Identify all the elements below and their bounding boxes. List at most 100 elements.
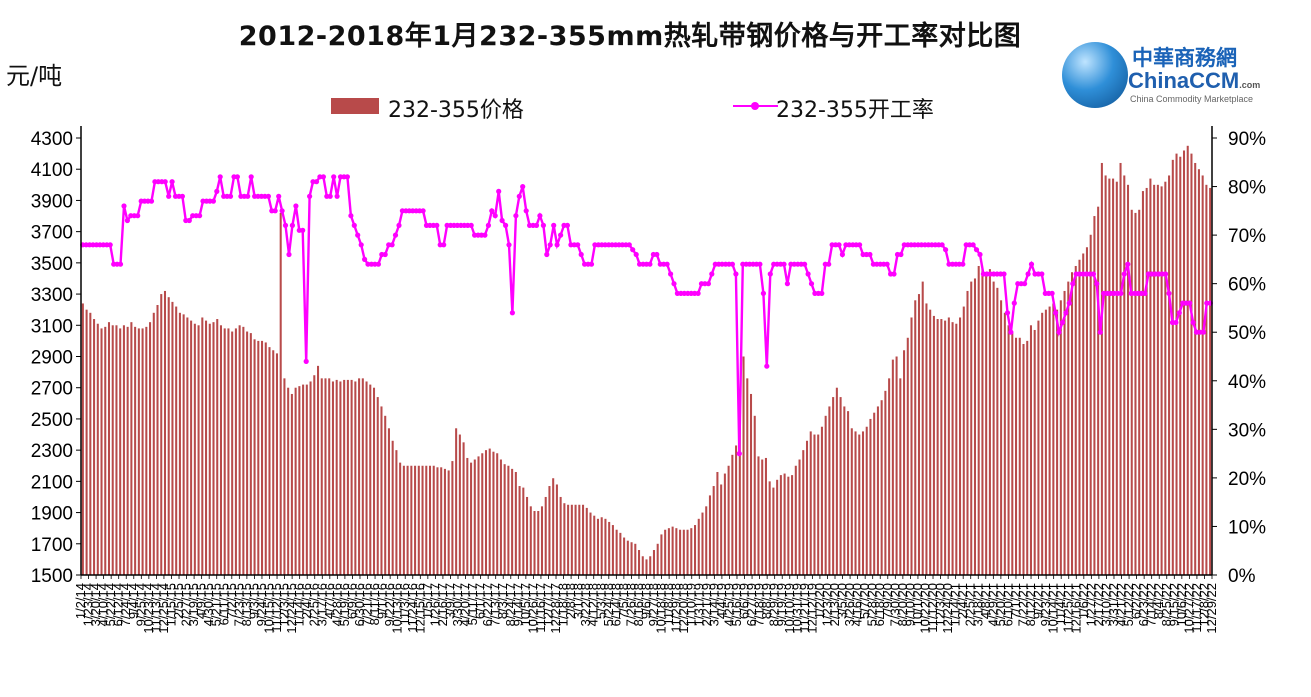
utilization-point xyxy=(344,174,350,180)
price-bar xyxy=(481,453,484,575)
price-bar xyxy=(1153,184,1156,575)
price-bar xyxy=(649,556,652,575)
price-bar xyxy=(111,325,114,575)
price-bar xyxy=(152,312,155,575)
right-tick-label: 60% xyxy=(1228,275,1266,296)
x-tick-label: 1/31/19 xyxy=(691,583,706,626)
utilization-point xyxy=(162,179,168,185)
price-bar xyxy=(1104,175,1107,575)
utilization-point xyxy=(485,222,491,228)
utilization-point xyxy=(1022,281,1028,287)
x-tick-label: 1/5/17 xyxy=(420,583,435,619)
utilization-point xyxy=(540,222,547,228)
price-bar xyxy=(847,411,850,576)
x-tick-label: 9/23/21 xyxy=(1038,583,1053,626)
x-tick-label: 12/7/17 xyxy=(541,583,556,626)
price-bar xyxy=(1194,162,1197,575)
x-tick-label: 10/27/22 xyxy=(1181,583,1196,634)
x-tick-label: 10/13/16 xyxy=(390,583,405,634)
price-bar xyxy=(503,464,506,575)
x-tick-label: 3/30/17 xyxy=(450,583,465,626)
price-bar xyxy=(940,319,943,575)
utilization-point xyxy=(1190,319,1196,326)
price-bar xyxy=(1179,156,1182,576)
utilization-point xyxy=(286,251,292,258)
price-bar xyxy=(906,337,909,575)
x-tick-label: 7/21/16 xyxy=(360,583,375,626)
x-tick-label: 6/22/17 xyxy=(480,583,495,626)
utilization-point xyxy=(1063,310,1069,316)
x-tick-label: 7/5/18 xyxy=(616,583,631,619)
utilization-point xyxy=(630,247,636,253)
price-bar xyxy=(343,379,346,575)
price-bar xyxy=(361,378,364,575)
price-bar xyxy=(223,328,226,575)
x-tick-label: 10/22/20 xyxy=(918,583,933,634)
x-tick-label: 7/24/14 xyxy=(118,583,133,626)
left-tick-label: 1700 xyxy=(31,535,73,556)
utilization-point xyxy=(654,251,660,258)
price-bar xyxy=(888,378,891,575)
price-bar xyxy=(242,326,245,575)
price-bar xyxy=(346,379,349,575)
price-bar xyxy=(1097,206,1100,576)
price-bar xyxy=(947,317,950,575)
price-bar xyxy=(1197,169,1200,575)
utilization-point xyxy=(279,208,285,214)
price-bar xyxy=(257,340,260,575)
price-bar xyxy=(115,325,118,575)
price-bar xyxy=(432,465,435,575)
price-bar xyxy=(944,320,947,575)
price-bar xyxy=(761,459,764,575)
x-tick-label: 6/1/17 xyxy=(473,583,488,619)
price-bar xyxy=(234,328,237,575)
utilization-point xyxy=(300,227,306,233)
x-tick-label: 9/15/22 xyxy=(1166,583,1181,626)
left-tick-label: 2900 xyxy=(31,348,73,369)
price-bar xyxy=(1093,216,1096,576)
utilization-point xyxy=(695,290,701,296)
x-tick-label: 6/18/20 xyxy=(872,583,887,626)
utilization-point xyxy=(891,271,897,277)
price-bar xyxy=(843,406,846,575)
price-bar xyxy=(171,301,174,576)
price-bar xyxy=(917,294,921,575)
utilization-point xyxy=(705,281,712,287)
utilization-point xyxy=(217,174,223,180)
x-tick-label: 9/2/21 xyxy=(1031,583,1046,619)
chart-title: 2012-2018年1月232-355mm热轧带钢价格与开工率对比图 xyxy=(238,21,1022,52)
x-tick-label: 1/27/22 xyxy=(1083,583,1098,626)
utilization-point xyxy=(117,261,124,267)
price-bar xyxy=(652,550,655,575)
price-bar xyxy=(246,331,249,575)
x-tick-label: 11/12/15 xyxy=(269,583,284,633)
utilization-point xyxy=(331,174,337,180)
x-tick-label: 6/30/16 xyxy=(352,583,367,626)
utilization-point xyxy=(575,242,581,248)
utilization-point xyxy=(760,290,767,296)
utilization-point xyxy=(482,232,488,238)
price-bar xyxy=(96,323,99,575)
x-tick-label: 4/12/18 xyxy=(586,583,601,626)
x-tick-label: 11/17/22 xyxy=(1189,583,1204,633)
x-tick-label: 8/8/19 xyxy=(759,583,774,619)
x-tick-label: 11/21/19 xyxy=(797,583,812,633)
price-bar xyxy=(1007,325,1010,575)
price-bar xyxy=(253,339,256,575)
price-bar xyxy=(216,319,219,575)
price-bar xyxy=(305,384,308,575)
price-bar xyxy=(533,511,536,575)
price-bar xyxy=(1112,178,1115,575)
price-bar xyxy=(395,450,398,575)
price-bar xyxy=(1074,265,1077,575)
price-bar xyxy=(1089,234,1092,575)
x-tick-label: 4/8/21 xyxy=(978,583,993,619)
utilization-point xyxy=(733,271,739,277)
price-bar xyxy=(764,457,767,575)
x-tick-label: 5/22/14 xyxy=(103,583,118,626)
price-bar xyxy=(496,453,499,575)
price-bar xyxy=(593,515,596,575)
left-tick-label: 3100 xyxy=(31,316,73,337)
price-bar xyxy=(208,323,211,575)
x-tick-label: 12/24/20 xyxy=(940,583,955,634)
